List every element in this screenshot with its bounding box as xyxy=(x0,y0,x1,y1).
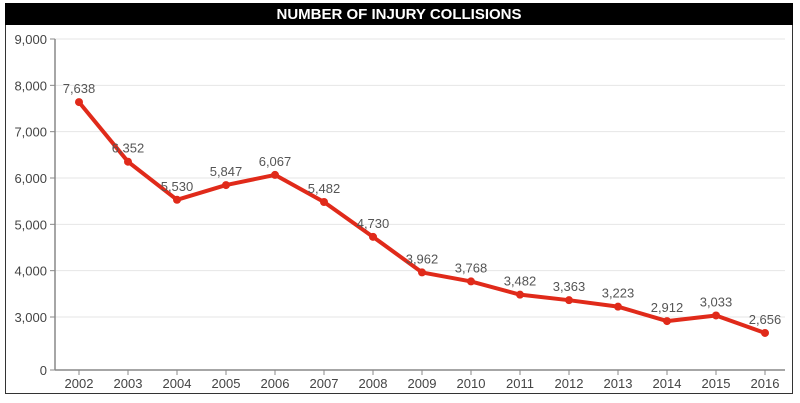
data-label: 3,482 xyxy=(504,274,537,289)
y-tick-label: 8,000 xyxy=(14,78,47,93)
data-label: 2,656 xyxy=(749,312,782,327)
x-tick-label: 2003 xyxy=(114,376,143,391)
data-point xyxy=(173,195,181,204)
series-line xyxy=(77,100,766,335)
data-label: 3,962 xyxy=(406,251,439,266)
x-tick-label: 2010 xyxy=(457,376,486,391)
x-tick-label: 2015 xyxy=(702,376,731,391)
x-tick-label: 2014 xyxy=(653,376,682,391)
x-tick-label: 2008 xyxy=(359,376,388,391)
data-point xyxy=(516,290,524,299)
data-point xyxy=(712,311,720,320)
data-label: 5,482 xyxy=(308,181,341,196)
x-tick-label: 2009 xyxy=(408,376,437,391)
x-tick-label: 2016 xyxy=(751,376,780,391)
data-label: 5,530 xyxy=(161,179,194,194)
data-point xyxy=(467,277,475,286)
data-point xyxy=(369,232,377,241)
x-tick-label: 2007 xyxy=(310,376,339,391)
data-label: 7,638 xyxy=(63,81,96,96)
y-tick-label: 3,000 xyxy=(14,310,47,325)
y-tick-label: 5,000 xyxy=(14,217,47,232)
data-point xyxy=(565,296,573,305)
data-label: 6,352 xyxy=(112,141,145,156)
data-point xyxy=(75,98,83,107)
data-point xyxy=(761,328,769,337)
x-tick-label: 2006 xyxy=(261,376,290,391)
x-tick-label: 2012 xyxy=(555,376,584,391)
data-point xyxy=(222,181,230,190)
y-tick-label: 4,000 xyxy=(14,264,47,279)
chart-title: NUMBER OF INJURY COLLISIONS xyxy=(5,3,793,25)
data-label: 5,847 xyxy=(210,164,243,179)
data-label: 6,067 xyxy=(259,154,292,169)
y-tick-label: 6,000 xyxy=(14,171,47,186)
data-label: 3,033 xyxy=(700,294,733,309)
x-tick-label: 2004 xyxy=(163,376,192,391)
data-point xyxy=(614,302,622,311)
x-tick-label: 2013 xyxy=(604,376,633,391)
x-tick-label: 2011 xyxy=(506,376,534,391)
y-tick-label: 0 xyxy=(40,363,47,378)
data-point xyxy=(418,268,426,277)
data-point xyxy=(124,157,132,166)
y-tick-label: 7,000 xyxy=(14,125,47,140)
x-tick-label: 2005 xyxy=(212,376,241,391)
data-point xyxy=(663,317,671,326)
data-label: 4,730 xyxy=(357,216,390,231)
data-label: 2,912 xyxy=(651,300,684,315)
x-tick-label: 2002 xyxy=(65,376,94,391)
data-label: 3,223 xyxy=(602,286,635,301)
data-point xyxy=(320,198,328,207)
y-tick-label: 9,000 xyxy=(14,32,47,47)
data-label: 3,768 xyxy=(455,260,488,275)
data-label: 3,363 xyxy=(553,279,586,294)
data-point xyxy=(271,170,279,179)
